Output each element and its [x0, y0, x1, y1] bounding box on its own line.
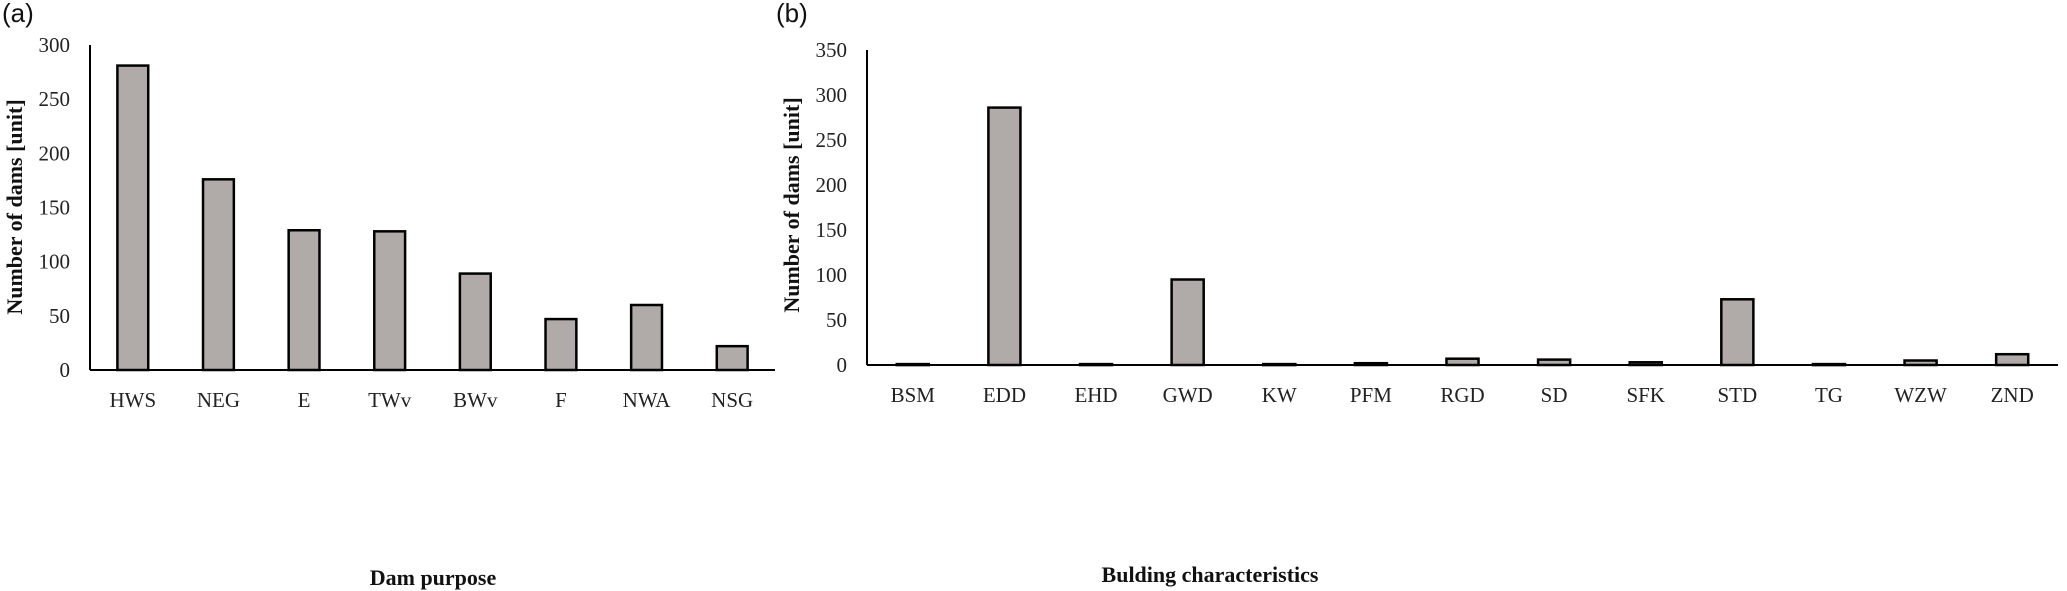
panel-b-x-tick-label: STD: [1718, 383, 1758, 407]
panel-a-y-ticks: 0 50 100 150 200 250 300: [39, 33, 71, 382]
panel-a-x-tick-label: E: [298, 388, 311, 412]
panel-a-bar-bwv: [458, 272, 492, 372]
panel-a-x-tick-label: F: [555, 388, 567, 412]
panel-b-x-tick-label: EHD: [1074, 383, 1117, 407]
panel-b-bars: [895, 106, 2030, 367]
panel-b-x-tick-label: TG: [1815, 383, 1843, 407]
panel-a-bar-e: [287, 229, 321, 372]
panel-b-bar-pfm: [1353, 361, 1389, 367]
panel-b-x-tick-label: PFM: [1350, 383, 1392, 407]
panel-b-x-tick-label: SFK: [1626, 383, 1665, 407]
panel-b-bar-edd: [987, 106, 1022, 367]
panel-a-bar-f: [544, 317, 578, 372]
panel-b-x-ticks: BSM EDD EHD GWD KW PFM RGD SD SFK STD TG WZW ZND: [891, 383, 2034, 407]
panel-b-x-tick-label: EDD: [983, 383, 1026, 407]
panel-b-y-tick-label: 200: [816, 173, 848, 197]
panel-b-bar-sfk: [1628, 361, 1664, 367]
panel-b-bar-sd: [1536, 358, 1572, 367]
panel-b-bar-bsm: [895, 362, 931, 367]
panel-a-bar-nwa: [629, 303, 664, 372]
panel-b-y-tick-label: 150: [816, 218, 848, 242]
panel-a-bar-hws: [116, 64, 150, 372]
panel-b-x-tick-label: BSM: [891, 383, 936, 407]
panel-b-x-tick-label: SD: [1541, 383, 1568, 407]
panel-b-x-axis-title: Bulding characteristics: [1102, 562, 1319, 587]
chart-panel-b: (b) Number of dams [unit] Bulding charac…: [776, 0, 2058, 587]
panel-b-bar-kw: [1261, 362, 1297, 367]
panel-b-x-tick-label: ZND: [1991, 383, 2034, 407]
panel-b-x-tick-label: WZW: [1894, 383, 1947, 407]
panel-b-label: (b): [776, 0, 808, 28]
panel-a-y-tick-label: 250: [39, 87, 71, 111]
panel-a-x-tick-label: NEG: [197, 388, 240, 412]
panel-b-bar-tg: [1811, 362, 1847, 367]
panel-a-x-tick-label: NWA: [623, 388, 672, 412]
panel-a-y-tick-label: 200: [39, 141, 71, 165]
panel-b-bar-ehd: [1078, 362, 1114, 367]
panel-b-bar-std: [1720, 298, 1755, 367]
panel-a-bars: [116, 64, 749, 372]
panel-a-x-tick-label: TWv: [368, 388, 412, 412]
panel-b-y-tick-label: 100: [816, 263, 848, 287]
panel-a-x-axis-title: Dam purpose: [370, 565, 497, 590]
panel-a-bar-neg: [201, 178, 236, 372]
panel-b-bar-znd: [1994, 352, 2030, 367]
panel-b-y-tick-label: 250: [816, 128, 848, 152]
panel-b-bar-wzw: [1903, 359, 1938, 367]
panel-b-bar-rgd: [1445, 357, 1480, 367]
panel-b-y-tick-label: 300: [816, 83, 848, 107]
panel-b-x-tick-label: KW: [1262, 383, 1297, 407]
chart-panel-a: (a) Number of dams [unit] Dam purpose 0 5…: [2, 0, 775, 590]
panel-a-bar-twv: [373, 230, 407, 372]
panel-a-bar-nsg: [715, 344, 749, 372]
panel-a-label: (a): [2, 0, 34, 28]
panel-a-y-axis-title: Number of dams [unit]: [2, 99, 27, 314]
panel-a-x-ticks: HWS NEG E TWv BWv F NWA NSG: [109, 388, 753, 412]
panel-b-y-tick-label: 350: [816, 38, 848, 62]
panel-a-y-tick-label: 100: [39, 250, 71, 274]
panel-a-y-tick-label: 50: [49, 304, 70, 328]
panel-b-x-tick-label: RGD: [1440, 383, 1484, 407]
panel-a-y-tick-label: 300: [39, 33, 71, 57]
panel-a-y-tick-label: 150: [39, 196, 71, 220]
panel-b-y-tick-label: 50: [826, 308, 847, 332]
panel-a-x-tick-label: NSG: [711, 388, 753, 412]
panel-a-x-tick-label: HWS: [109, 388, 156, 412]
panel-b-y-tick-label: 0: [837, 353, 848, 377]
panel-b-bar-gwd: [1170, 278, 1205, 367]
panel-a-y-tick-label: 0: [60, 358, 71, 382]
panel-b-x-tick-label: GWD: [1163, 383, 1213, 407]
panel-b-y-axis-title: Number of dams [unit]: [779, 97, 804, 312]
panel-b-y-ticks: 0 50 100 150 200 250 300 350: [816, 38, 848, 377]
panel-a-x-tick-label: BWv: [453, 388, 498, 412]
